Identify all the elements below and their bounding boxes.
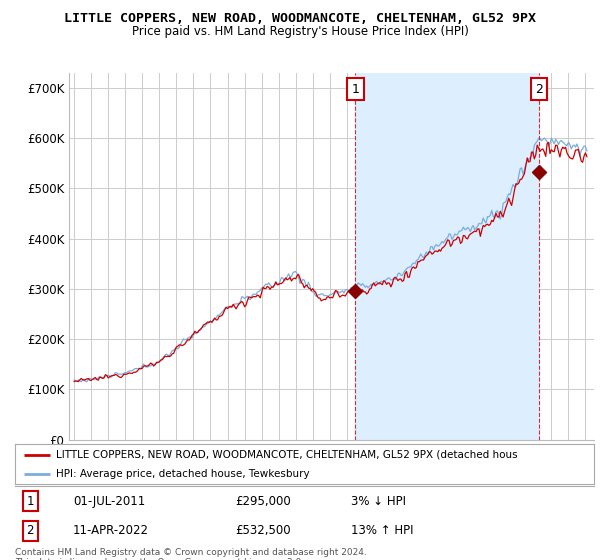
Text: 3% ↓ HPI: 3% ↓ HPI — [351, 495, 406, 508]
Text: 1: 1 — [352, 83, 359, 96]
Bar — [355, 73, 539, 440]
Text: £295,000: £295,000 — [235, 495, 291, 508]
Text: HPI: Average price, detached house, Tewkesbury: HPI: Average price, detached house, Tewk… — [56, 469, 309, 478]
Text: LITTLE COPPERS, NEW ROAD, WOODMANCOTE, CHELTENHAM, GL52 9PX: LITTLE COPPERS, NEW ROAD, WOODMANCOTE, C… — [64, 12, 536, 25]
Text: 01-JUL-2011: 01-JUL-2011 — [73, 495, 145, 508]
Text: Contains HM Land Registry data © Crown copyright and database right 2024.
This d: Contains HM Land Registry data © Crown c… — [15, 548, 367, 560]
Text: 1: 1 — [26, 495, 34, 508]
Text: 11-APR-2022: 11-APR-2022 — [73, 524, 149, 537]
Text: 2: 2 — [26, 524, 34, 537]
Text: 2: 2 — [535, 83, 543, 96]
Text: LITTLE COPPERS, NEW ROAD, WOODMANCOTE, CHELTENHAM, GL52 9PX (detached hous: LITTLE COPPERS, NEW ROAD, WOODMANCOTE, C… — [56, 450, 517, 460]
Text: Price paid vs. HM Land Registry's House Price Index (HPI): Price paid vs. HM Land Registry's House … — [131, 25, 469, 38]
Text: £532,500: £532,500 — [235, 524, 290, 537]
Text: 13% ↑ HPI: 13% ↑ HPI — [351, 524, 413, 537]
